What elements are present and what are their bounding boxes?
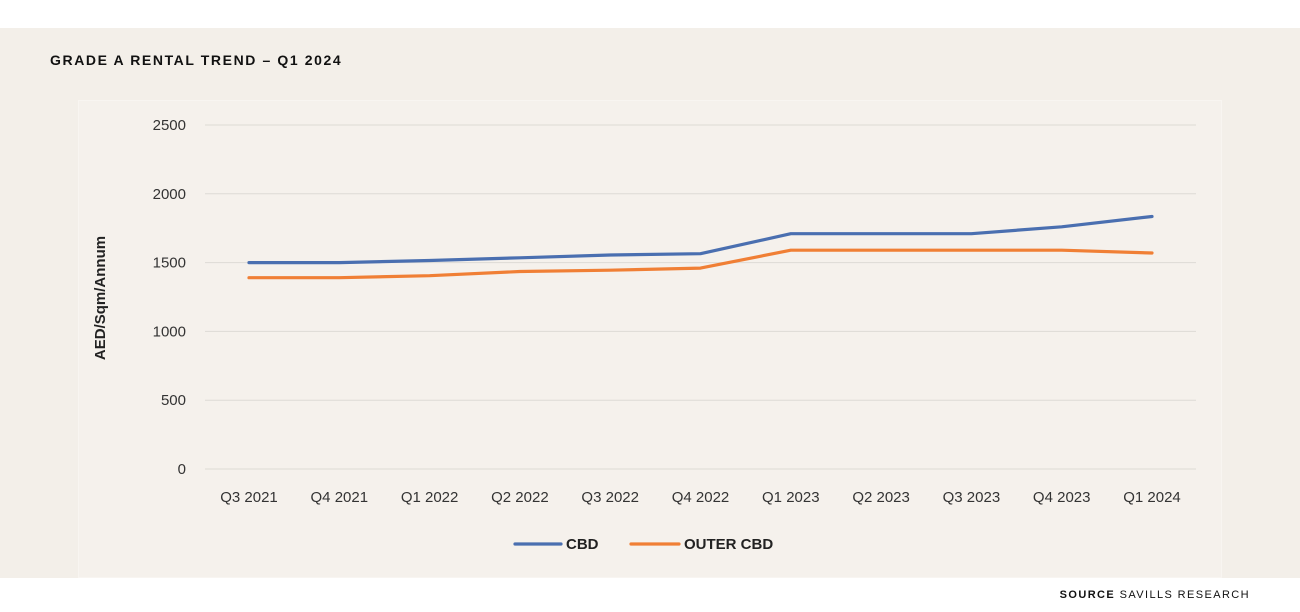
- legend-label-outer-cbd: OUTER CBD: [684, 536, 773, 553]
- x-tick-label: Q4 2021: [311, 489, 369, 506]
- x-tick-label: Q3 2022: [581, 489, 639, 506]
- plot-card: [78, 100, 1222, 578]
- x-tick-label: Q1 2022: [401, 489, 459, 506]
- y-tick-label: 2500: [153, 117, 186, 134]
- x-tick-label: Q3 2021: [220, 489, 278, 506]
- y-axis-label: AED/Sqm/Annum: [92, 236, 109, 360]
- legend: CBD OUTER CBD: [513, 536, 773, 553]
- y-tick-label: 1500: [153, 255, 186, 272]
- legend-label-cbd: CBD: [566, 536, 599, 553]
- x-tick-label: Q1 2023: [762, 489, 820, 506]
- y-tick-label: 2000: [153, 186, 186, 203]
- source-note: SOURCE SAVILLS RESEARCH: [1060, 589, 1250, 601]
- series-line-outer-cbd: [247, 248, 1154, 280]
- source-value: SAVILLS RESEARCH: [1119, 589, 1250, 601]
- source-key: SOURCE: [1059, 589, 1116, 601]
- x-axis-ticks: Q3 2021 Q4 2021 Q1 2022 Q2 2022 Q3 2022 Q4 20…: [220, 489, 1181, 506]
- series-lines: [247, 214, 1154, 280]
- chart-title: GRADE A RENTAL TREND – Q1 2024: [50, 52, 343, 68]
- x-tick-label: Q2 2022: [491, 489, 549, 506]
- y-axis-ticks: 0 500 1000 1500 2000 2500: [153, 117, 186, 478]
- series-line-cbd: [247, 214, 1154, 265]
- y-tick-label: 1000: [153, 323, 186, 340]
- x-tick-label: Q1 2024: [1123, 489, 1181, 506]
- gridlines: [205, 124, 1196, 470]
- x-tick-label: Q3 2023: [943, 489, 1001, 506]
- x-tick-label: Q4 2022: [672, 489, 730, 506]
- x-tick-label: Q4 2023: [1033, 489, 1091, 506]
- x-tick-label: Q2 2023: [852, 489, 910, 506]
- y-tick-label: 500: [161, 392, 186, 409]
- y-tick-label: 0: [178, 461, 186, 478]
